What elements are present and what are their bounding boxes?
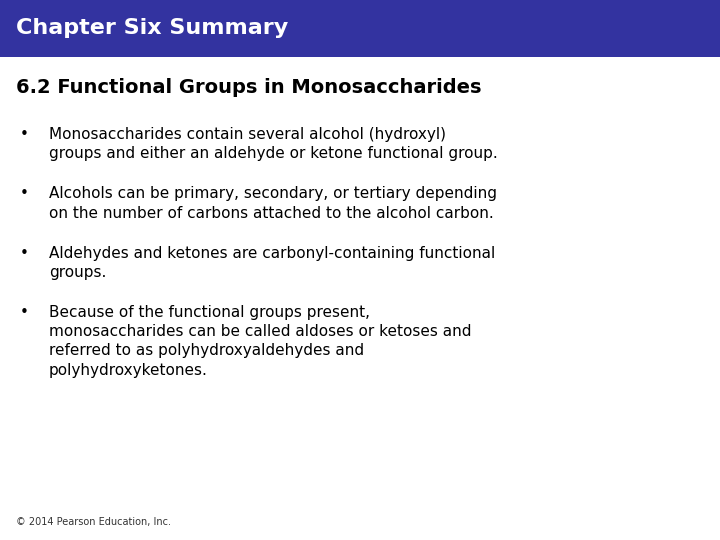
Text: •: • bbox=[20, 246, 29, 261]
Text: © 2014 Pearson Education, Inc.: © 2014 Pearson Education, Inc. bbox=[16, 516, 171, 526]
Text: Because of the functional groups present,
monosaccharides can be called aldoses : Because of the functional groups present… bbox=[49, 305, 472, 377]
Text: Chapter Six Summary: Chapter Six Summary bbox=[16, 18, 288, 38]
FancyBboxPatch shape bbox=[0, 0, 720, 57]
Text: •: • bbox=[20, 305, 29, 320]
Text: Alcohols can be primary, secondary, or tertiary depending
on the number of carbo: Alcohols can be primary, secondary, or t… bbox=[49, 186, 497, 220]
Text: •: • bbox=[20, 127, 29, 142]
Text: •: • bbox=[20, 186, 29, 201]
Text: 6.2 Functional Groups in Monosaccharides: 6.2 Functional Groups in Monosaccharides bbox=[16, 78, 482, 97]
Text: Monosaccharides contain several alcohol (hydroxyl)
groups and either an aldehyde: Monosaccharides contain several alcohol … bbox=[49, 127, 498, 161]
Text: Aldehydes and ketones are carbonyl-containing functional
groups.: Aldehydes and ketones are carbonyl-conta… bbox=[49, 246, 495, 280]
